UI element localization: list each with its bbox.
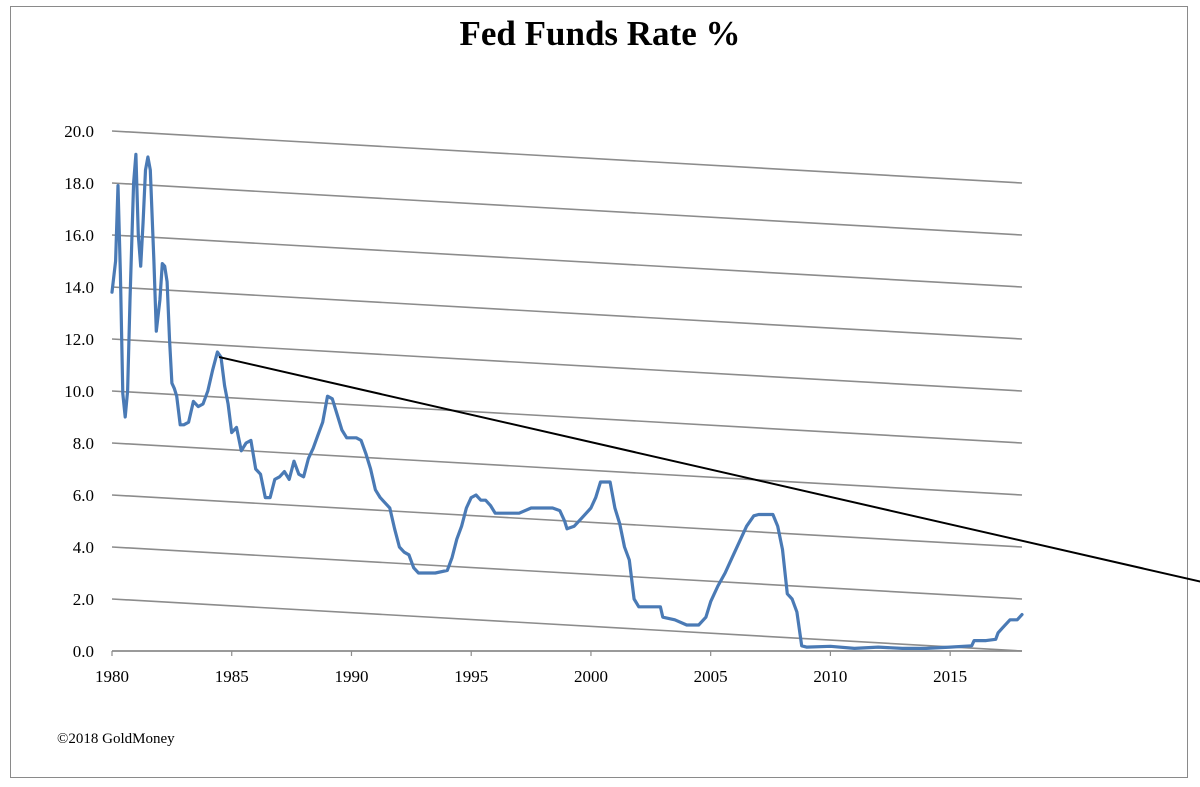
gridline-1 xyxy=(111,598,1023,652)
x-tick-label-4: 2000 xyxy=(574,667,608,686)
chart-title: Fed Funds Rate % xyxy=(459,14,741,53)
gridline-2 xyxy=(111,546,1023,600)
x-tick-label-6: 2010 xyxy=(813,667,847,686)
x-tick-label-1: 1985 xyxy=(215,667,249,686)
gridline-3 xyxy=(111,494,1023,548)
x-tick-label-3: 1995 xyxy=(454,667,488,686)
y-tick-label-7: 14.0 xyxy=(64,278,94,297)
y-tick-label-10: 20.0 xyxy=(64,122,94,141)
x-tick-label-7: 2015 xyxy=(933,667,967,686)
y-tick-label-0: 0.0 xyxy=(73,642,94,661)
copyright-notice: ©2018 GoldMoney xyxy=(57,731,175,747)
series-line-trend xyxy=(218,356,1200,583)
y-tick-label-9: 18.0 xyxy=(64,174,94,193)
gridline-7 xyxy=(111,286,1023,340)
series-line-fed-funds xyxy=(110,152,1024,651)
gridline-10 xyxy=(111,130,1023,184)
x-tick-label-2: 1990 xyxy=(334,667,368,686)
gridline-8 xyxy=(111,234,1023,288)
y-tick-label-1: 2.0 xyxy=(73,590,94,609)
x-tick-label-5: 2005 xyxy=(694,667,728,686)
y-tick-label-4: 8.0 xyxy=(73,434,94,453)
y-tick-label-2: 4.0 xyxy=(73,538,94,557)
gridline-9 xyxy=(111,182,1023,236)
x-tick-label-0: 1980 xyxy=(95,667,129,686)
y-tick-label-6: 12.0 xyxy=(64,330,94,349)
y-tick-label-5: 10.0 xyxy=(64,382,94,401)
gridline-6 xyxy=(111,338,1023,392)
y-tick-label-3: 6.0 xyxy=(73,486,94,505)
gridline-4 xyxy=(111,442,1023,496)
gridline-5 xyxy=(111,390,1023,444)
y-tick-label-8: 16.0 xyxy=(64,226,94,245)
